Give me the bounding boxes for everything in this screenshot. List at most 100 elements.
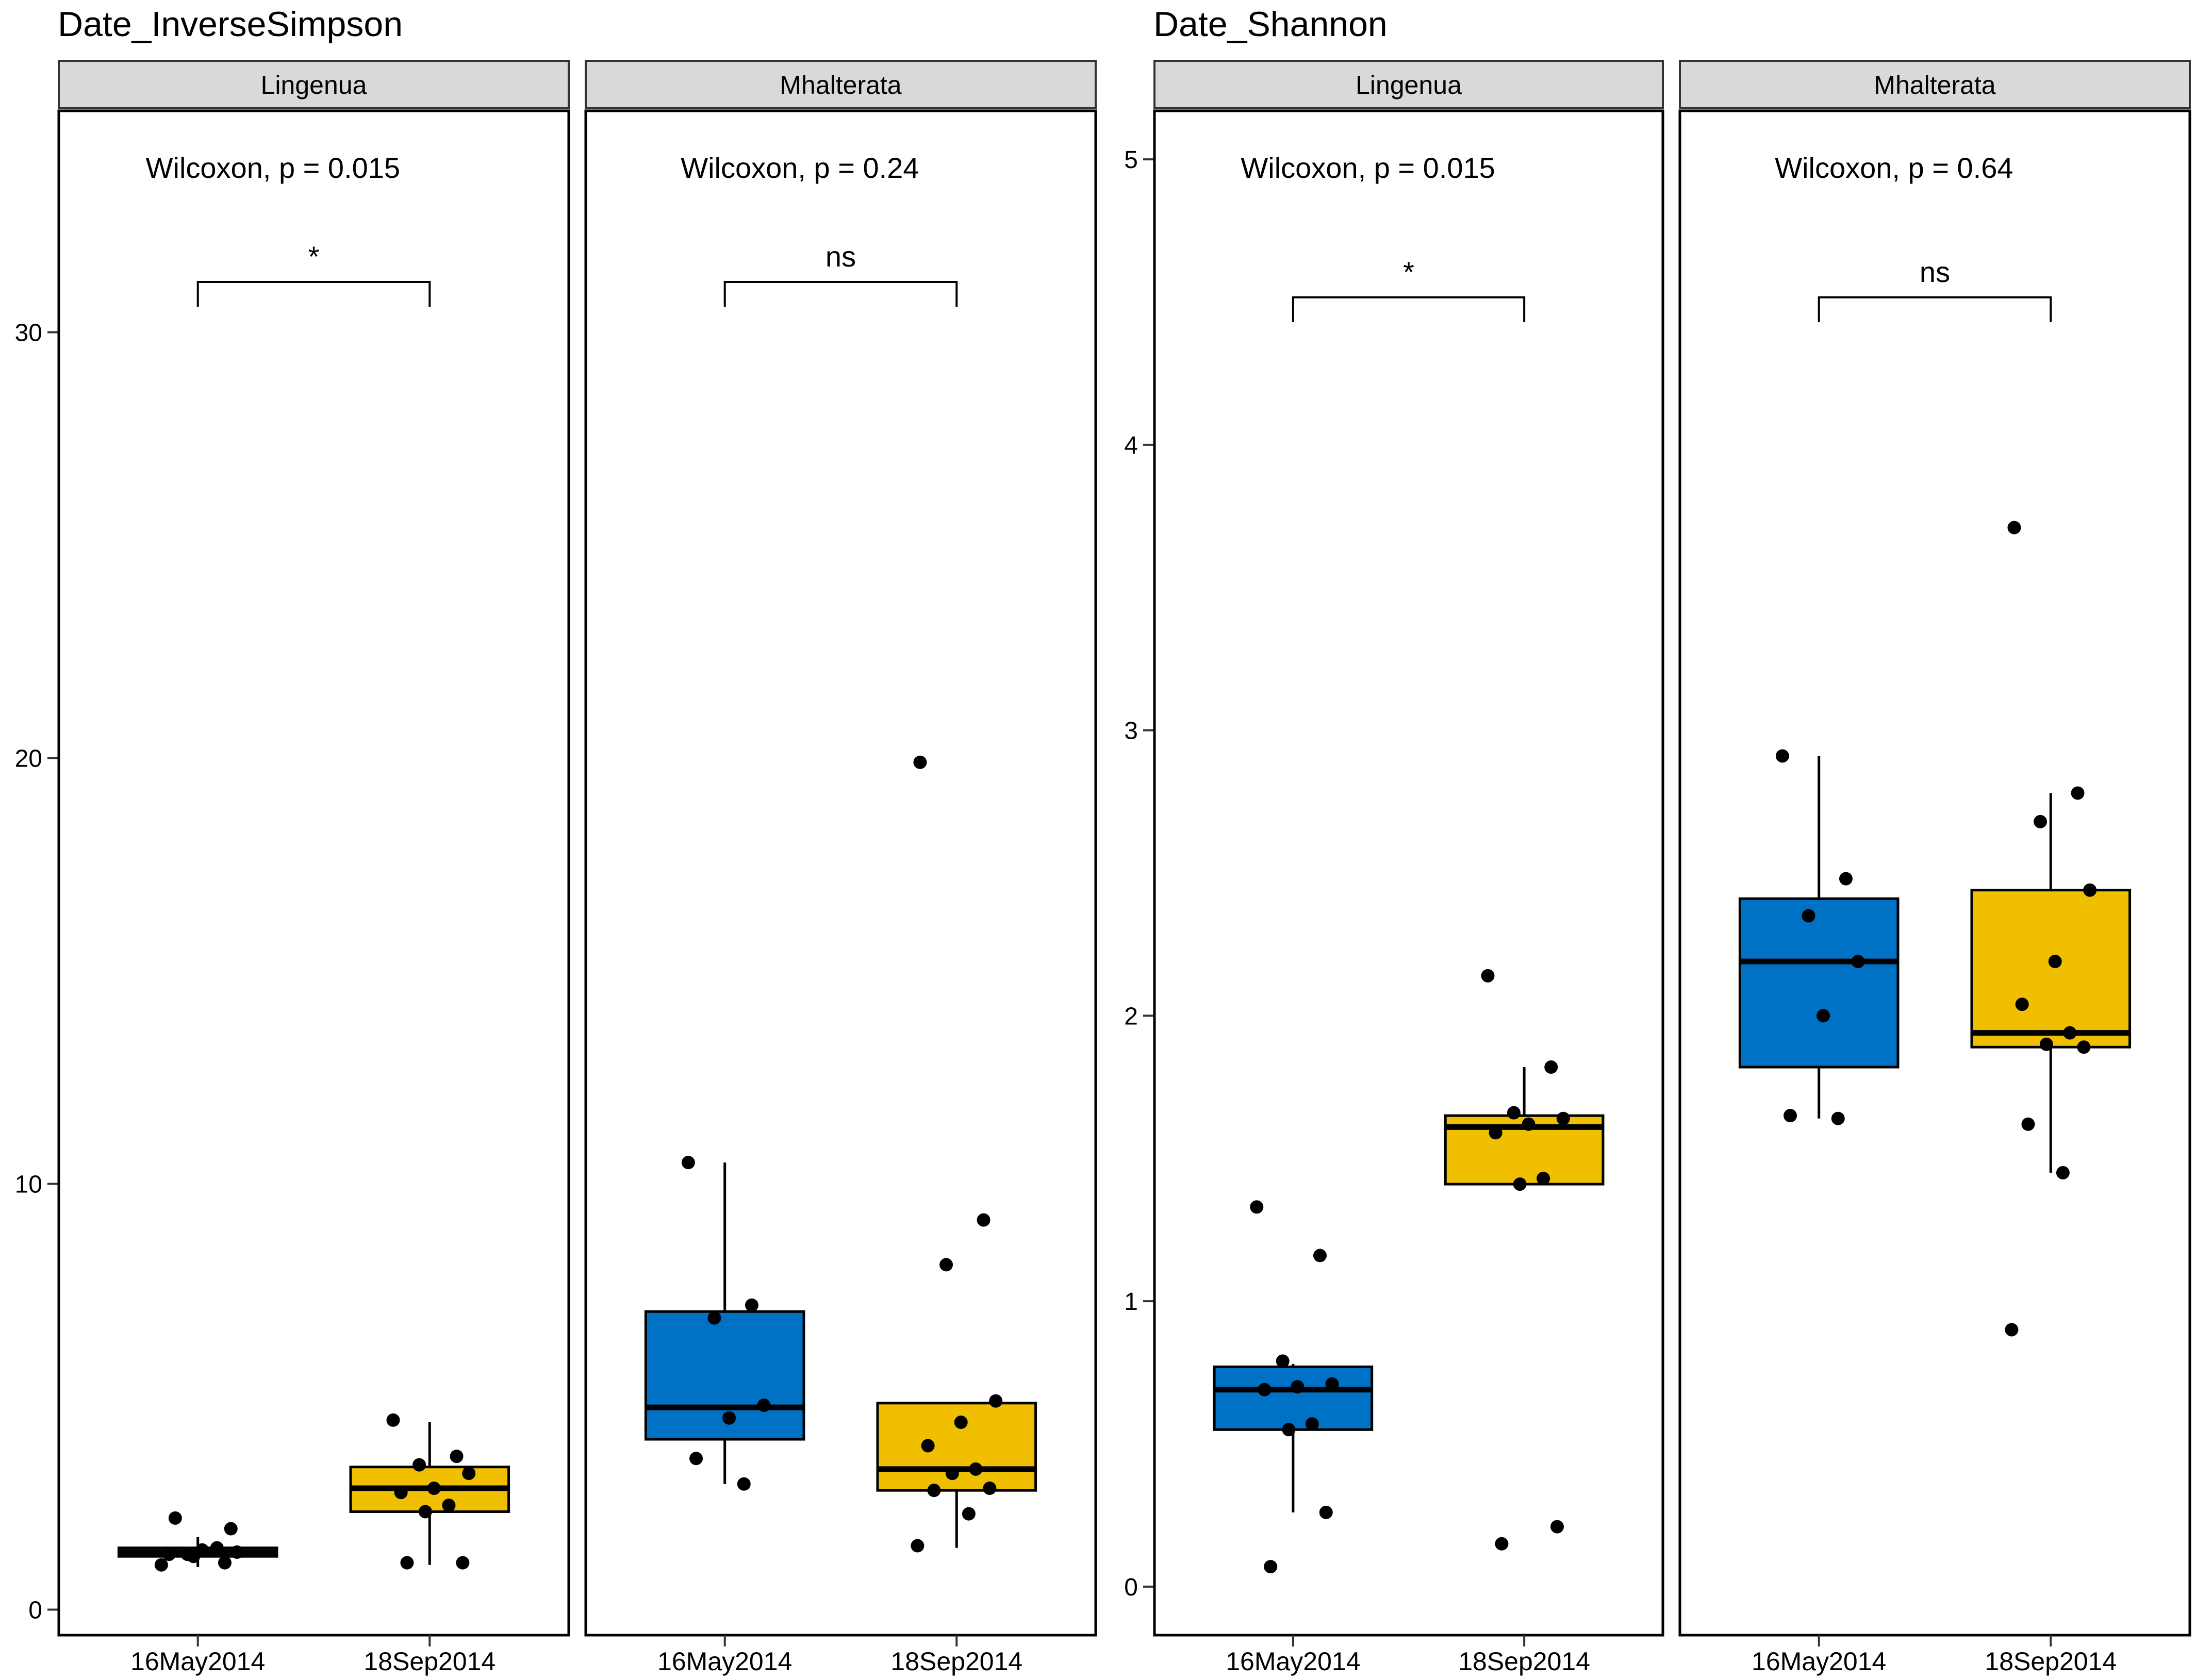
y-tick-label: 20	[15, 745, 42, 772]
facet-strip-label: Lingenua	[1356, 71, 1462, 99]
data-point	[2015, 997, 2029, 1011]
box-16May2014	[1738, 749, 1900, 1125]
data-point	[1258, 1383, 1272, 1396]
y-tick-label: 30	[15, 320, 42, 347]
data-point	[1817, 1009, 1830, 1023]
signif-bracket	[1818, 296, 2052, 322]
test-label: Wilcoxon, p = 0.015	[1241, 152, 1495, 184]
x-tick-label: 16May2014	[1226, 1647, 1360, 1676]
data-point	[1775, 749, 1789, 763]
data-point	[1319, 1505, 1333, 1519]
panel-frame	[57, 109, 570, 1637]
data-point	[230, 1545, 244, 1559]
data-point	[722, 1411, 736, 1425]
data-point	[1550, 1520, 1564, 1534]
data-point	[2007, 521, 2021, 535]
data-point	[1305, 1417, 1319, 1431]
data-point	[2005, 1323, 2019, 1337]
data-point	[954, 1416, 968, 1429]
signif-label: ns	[1920, 256, 1950, 288]
data-point	[154, 1558, 168, 1572]
data-point	[168, 1511, 182, 1525]
y-tick-label: 0	[28, 1596, 42, 1624]
facet-strip-label: Mhalterata	[780, 71, 901, 99]
data-point	[2063, 1026, 2077, 1040]
data-point	[1250, 1200, 1264, 1214]
facet-strip	[58, 60, 570, 109]
data-point	[945, 1467, 959, 1481]
y-tick-label: 3	[1124, 718, 1138, 745]
signif-bracket	[723, 280, 958, 307]
data-point	[1839, 872, 1853, 886]
data-point	[412, 1458, 426, 1472]
x-tick-label: 16May2014	[657, 1647, 792, 1676]
x-tick-label: 18Sep2014	[1985, 1647, 2117, 1676]
y-tick-label: 1	[1124, 1288, 1138, 1316]
data-point	[1489, 1126, 1502, 1140]
data-point	[757, 1398, 771, 1412]
data-point	[1556, 1111, 1570, 1125]
y-tick-label: 0	[1124, 1574, 1138, 1601]
data-point	[386, 1413, 400, 1427]
data-point	[456, 1556, 470, 1570]
data-point	[1264, 1560, 1278, 1574]
x-tick-label: 18Sep2014	[890, 1647, 1022, 1676]
data-point	[2077, 1040, 2091, 1054]
x-tick-label: 18Sep2014	[1458, 1647, 1590, 1676]
box-16May2014	[644, 1156, 805, 1491]
y-tick-label: 4	[1124, 432, 1138, 459]
x-tick-label: 16May2014	[130, 1647, 265, 1676]
chart-2: Date_Shannon 0 1 2 3 4 5 Lingenua Wilcoxon, p = …	[1124, 5, 2191, 1676]
facet-panel: Mhalterata Wilcoxon, p = 0.24 ns 16May2014 1…	[584, 60, 1097, 1676]
box-16May2014	[117, 1511, 278, 1572]
data-point	[1784, 1109, 1797, 1123]
data-point	[462, 1467, 476, 1481]
data-point	[394, 1486, 408, 1500]
signif-bracket	[1292, 296, 1526, 322]
data-point	[1513, 1177, 1527, 1191]
chart-title: Date_InverseSimpson	[58, 5, 403, 44]
signif-bracket	[196, 280, 431, 307]
data-point	[969, 1462, 983, 1476]
facet-strip	[1679, 60, 2191, 109]
box-18Sep2014	[1444, 969, 1605, 1551]
box-body	[1738, 897, 1900, 1069]
data-point	[210, 1541, 224, 1555]
data-point	[1544, 1060, 1558, 1074]
data-point	[681, 1156, 695, 1170]
data-point	[450, 1450, 464, 1463]
data-point	[418, 1505, 432, 1519]
data-point	[927, 1484, 941, 1498]
data-point	[1291, 1380, 1305, 1394]
data-point	[977, 1213, 990, 1227]
facet-strip	[1153, 60, 1664, 109]
data-point	[224, 1522, 238, 1536]
data-point	[1481, 969, 1495, 983]
signif-label: *	[308, 240, 320, 273]
data-point	[2021, 1117, 2035, 1131]
data-point	[2039, 1037, 2053, 1051]
facet-strip-label: Mhalterata	[1874, 71, 1995, 99]
data-point	[1802, 909, 1815, 923]
data-point	[2083, 883, 2097, 897]
data-point	[2071, 786, 2085, 800]
test-label: Wilcoxon, p = 0.24	[681, 152, 919, 184]
y-tick-label: 10	[15, 1171, 42, 1198]
data-point	[1831, 1111, 1845, 1125]
data-point	[983, 1482, 997, 1495]
data-point	[737, 1477, 751, 1491]
facet-panel: Lingenua Wilcoxon, p = 0.015 * 16May2014 18S…	[1153, 60, 1664, 1676]
y-tick-label: 2	[1124, 1003, 1138, 1030]
data-point	[162, 1548, 176, 1561]
y-tick-label: 5	[1124, 146, 1138, 174]
data-point	[1495, 1537, 1509, 1551]
x-tick-label: 16May2014	[1752, 1647, 1886, 1676]
data-point	[1507, 1106, 1521, 1120]
data-point	[911, 1539, 924, 1553]
box-18Sep2014	[349, 1413, 510, 1570]
data-point	[1276, 1354, 1290, 1368]
box-18Sep2014	[1970, 521, 2132, 1337]
signif-label: *	[1403, 256, 1414, 288]
box-body	[1213, 1365, 1374, 1431]
